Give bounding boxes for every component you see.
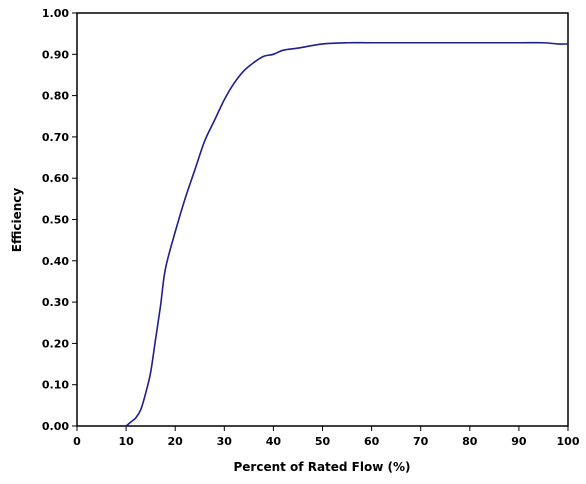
efficiency-series-line: [125, 41, 569, 427]
x-tick-label: 10: [118, 435, 134, 448]
x-tick-label: 0: [73, 435, 81, 448]
y-tick-label: 0.00: [42, 420, 69, 433]
y-axis-ticks: 0.00 0.10 0.20 0.30 0.40 0.50 0.60 0.70 0.80 0.90…: [42, 7, 77, 433]
x-tick-label: 70: [413, 435, 429, 448]
y-tick-label: 0.80: [42, 90, 69, 103]
y-tick-label: 0.70: [42, 131, 69, 144]
series-layer: [125, 41, 569, 427]
x-tick-label: 60: [364, 435, 380, 448]
y-tick-label: 0.90: [42, 48, 69, 61]
plot-area: [76, 12, 569, 427]
y-tick-label: 0.30: [42, 296, 69, 309]
x-tick-label: 20: [168, 435, 184, 448]
y-tick-label: 1.00: [42, 7, 69, 20]
y-tick-label: 0.50: [42, 214, 69, 227]
x-tick-label: 30: [217, 435, 233, 448]
x-tick-label: 40: [266, 435, 282, 448]
x-axis-ticks: 0 10 20 30 40 50 60 70 80 90 100: [73, 426, 580, 448]
x-tick-label: 50: [315, 435, 331, 448]
x-tick-label: 80: [462, 435, 478, 448]
y-tick-label: 0.20: [42, 337, 69, 350]
y-tick-label: 0.40: [42, 255, 69, 268]
y-axis-title: Efficiency: [10, 188, 24, 253]
y-tick-label: 0.60: [42, 172, 69, 185]
x-tick-label: 90: [511, 435, 527, 448]
x-tick-label: 100: [557, 435, 580, 448]
x-axis-title: Percent of Rated Flow (%): [234, 460, 411, 474]
y-tick-label: 0.10: [42, 379, 69, 392]
